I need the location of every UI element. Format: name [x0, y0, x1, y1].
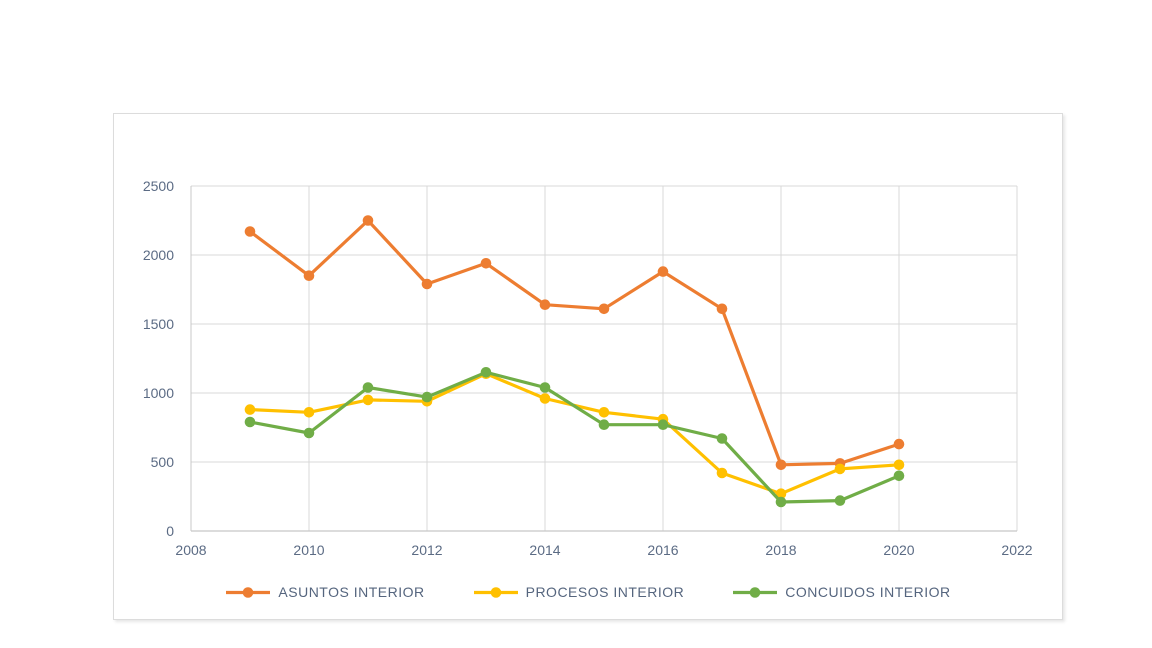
x-axis-tick-label: 2022	[1001, 542, 1032, 558]
legend-line-marker-icon	[733, 586, 778, 598]
legend-entry-concuidos-interior: CONCUIDOS INTERIOR	[732, 584, 950, 600]
data-point-marker	[775, 488, 787, 500]
x-axis-tick-label: 2014	[529, 542, 560, 558]
data-point-marker	[834, 495, 846, 506]
y-axis-tick-label: 2000	[143, 247, 174, 263]
x-axis-tick-label: 2016	[647, 542, 678, 558]
data-point-marker	[598, 419, 610, 431]
data-point-marker	[775, 459, 787, 471]
x-axis-tick-label: 2012	[411, 542, 442, 558]
chart-container: 0 500 1000 1500 2000 2500 2008 2010 2012 2014 2016…	[113, 113, 1063, 620]
series-line	[248, 372, 901, 496]
data-point-marker	[480, 258, 492, 269]
x-axis-tick-label: 2018	[765, 542, 796, 558]
x-axis-tick-label: 2010	[293, 542, 324, 558]
data-point-marker	[539, 382, 551, 393]
data-point-marker	[716, 467, 728, 479]
series-line	[248, 370, 901, 504]
data-point-marker	[598, 407, 610, 418]
x-axis-tick-label: 2020	[883, 542, 914, 558]
data-point-marker	[775, 496, 787, 508]
legend-label: PROCESOS INTERIOR	[525, 584, 685, 600]
data-point-marker	[716, 303, 728, 315]
x-axis-tick-label: 2008	[175, 542, 206, 558]
data-point-marker	[539, 393, 551, 404]
legend-label: CONCUIDOS INTERIOR	[785, 584, 951, 600]
data-point-marker	[362, 215, 374, 226]
series-line	[248, 218, 901, 467]
y-axis-tick-label: 1000	[143, 385, 174, 401]
data-point-marker	[657, 419, 669, 431]
data-point-marker	[893, 470, 905, 482]
y-axis-tick-label: 0	[166, 523, 174, 539]
chart-legend: ASUNTOS INTERIOR PROCESOS INTERIOR CONCU…	[114, 584, 1062, 600]
data-point-marker	[716, 433, 728, 444]
data-point-marker	[657, 266, 669, 277]
data-point-marker	[362, 382, 374, 393]
data-point-marker	[362, 394, 374, 406]
y-axis-tick-label: 1500	[143, 316, 174, 332]
data-point-marker	[303, 427, 315, 439]
data-point-marker	[480, 367, 492, 378]
data-point-marker	[893, 438, 905, 450]
line-chart-plot: 0 500 1000 1500 2000 2500 2008 2010 2012 2014 2016…	[143, 178, 1033, 558]
legend-label: ASUNTOS INTERIOR	[278, 584, 425, 600]
data-point-marker	[539, 299, 551, 310]
legend-entry-asuntos-interior: ASUNTOS INTERIOR	[225, 584, 424, 600]
y-axis-tick-label: 2500	[143, 178, 174, 194]
data-point-marker	[244, 416, 256, 428]
data-point-marker	[834, 463, 846, 475]
data-point-marker	[244, 404, 256, 415]
data-point-marker	[303, 407, 315, 418]
data-point-marker	[893, 459, 905, 471]
data-point-marker	[421, 391, 433, 403]
data-point-marker	[598, 303, 610, 315]
y-axis-tick-label: 500	[151, 454, 175, 470]
data-point-marker	[303, 270, 315, 281]
legend-entry-procesos-interior: PROCESOS INTERIOR	[473, 584, 685, 600]
legend-line-marker-icon	[473, 586, 518, 598]
data-point-marker	[244, 226, 256, 237]
data-point-marker	[421, 278, 433, 290]
legend-line-marker-icon	[226, 586, 271, 598]
